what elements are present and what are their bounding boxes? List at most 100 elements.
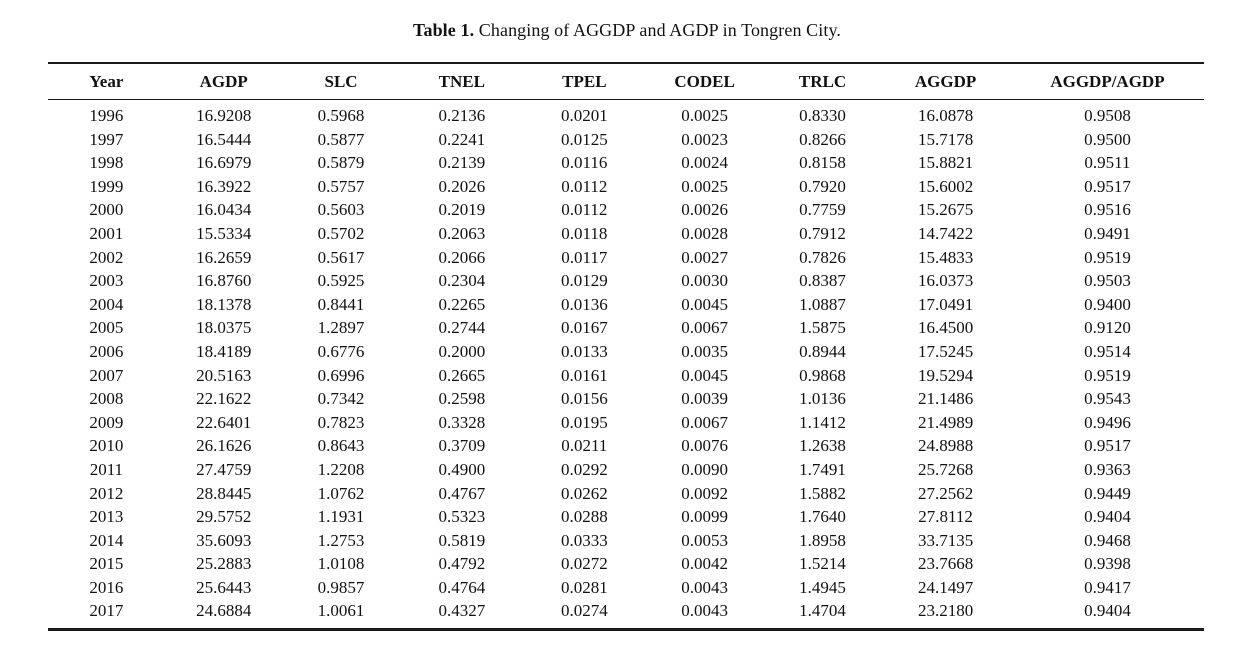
value-cell: 1.0108 [317, 554, 365, 574]
value-cell: 0.4767 [438, 483, 486, 503]
year-cell: 2002 [89, 247, 124, 267]
value-cell: 0.0201 [560, 106, 608, 125]
table-caption: Table 1. Changing of AGGDP and AGDP in T… [0, 20, 1254, 41]
value-cell: 0.0281 [560, 577, 608, 597]
value-cell: 0.9511 [1084, 153, 1131, 173]
value-cell: 25.6443 [196, 577, 252, 597]
value-cell: 20.5163 [196, 365, 252, 385]
value-cell: 0.0043 [681, 601, 728, 621]
value-cell: 1.8958 [799, 530, 846, 550]
value-cell: 0.0118 [561, 223, 608, 243]
value-cell: 0.2265 [438, 294, 486, 314]
year-cell: 2008 [89, 389, 124, 409]
value-cell: 18.4189 [196, 341, 252, 361]
value-cell: 15.6002 [917, 176, 974, 196]
value-cell: 0.9516 [1084, 200, 1131, 220]
value-cell: 0.2241 [438, 129, 486, 149]
table-row: 2007 20.5163 0.6996 0.2665 0.0161 0.0045 0.986… [48, 364, 1204, 388]
year-cell: 2006 [89, 341, 124, 361]
value-cell: 26.1626 [196, 436, 252, 456]
value-cell: 1.5882 [799, 483, 846, 503]
table-row: 2012 28.8445 1.0762 0.4767 0.0262 0.0092 1.588… [48, 482, 1204, 506]
value-cell: 0.5323 [438, 507, 486, 527]
value-cell: 0.4792 [438, 554, 486, 574]
value-cell: 0.8441 [317, 294, 365, 314]
value-cell: 0.0156 [560, 389, 608, 409]
value-cell: 1.0762 [317, 483, 365, 503]
year-cell: 2007 [89, 365, 124, 385]
value-cell: 1.4945 [799, 577, 846, 597]
value-cell: 0.2744 [438, 318, 486, 338]
table-container: Year AGDP SLC TNEL TPEL CODEL TRLC AGGDP… [48, 62, 1204, 632]
value-cell: 0.9404 [1084, 507, 1131, 527]
value-cell: 1.1412 [799, 412, 846, 432]
value-cell: 0.7920 [799, 176, 846, 196]
value-cell: 1.5214 [799, 554, 846, 574]
year-cell: 2005 [89, 318, 124, 338]
value-cell: 0.2304 [438, 271, 486, 291]
value-cell: 0.0023 [681, 129, 728, 149]
value-cell: 0.8158 [799, 153, 846, 173]
year-cell: 1997 [89, 129, 124, 149]
value-cell: 0.0117 [561, 247, 608, 267]
value-cell: 0.5702 [317, 223, 365, 243]
value-cell: 0.9857 [317, 577, 365, 597]
column-header-trlc: TRLC [764, 63, 881, 100]
value-cell: 0.7912 [799, 223, 846, 243]
table-header-row: Year AGDP SLC TNEL TPEL CODEL TRLC AGGDP… [48, 63, 1204, 100]
value-cell: 16.0878 [917, 106, 974, 125]
value-cell: 0.0333 [560, 530, 608, 550]
value-cell: 0.9417 [1084, 577, 1131, 597]
year-cell: 2012 [89, 483, 124, 503]
value-cell: 0.0136 [560, 294, 608, 314]
value-cell: 0.9868 [799, 365, 846, 385]
value-cell: 0.0026 [681, 200, 728, 220]
table-row: 2004 18.1378 0.8441 0.2265 0.0136 0.0045 1.088… [48, 293, 1204, 317]
value-cell: 0.2063 [438, 223, 486, 243]
value-cell: 0.0090 [681, 459, 728, 479]
value-cell: 0.0116 [561, 153, 608, 173]
value-cell: 1.7491 [799, 459, 846, 479]
value-cell: 18.0375 [196, 318, 252, 338]
value-cell: 0.2139 [438, 153, 486, 173]
column-header-aggdp-agdp: AGGDP/AGDP [1010, 63, 1204, 100]
value-cell: 24.1497 [917, 577, 974, 597]
table-row: 2009 22.6401 0.7823 0.3328 0.0195 0.0067 1.141… [48, 411, 1204, 435]
value-cell: 27.4759 [196, 459, 252, 479]
column-header-tnel: TNEL [399, 63, 525, 100]
value-cell: 0.9519 [1084, 365, 1131, 385]
value-cell: 1.2753 [317, 530, 365, 550]
value-cell: 1.0887 [799, 294, 846, 314]
value-cell: 0.9519 [1084, 247, 1131, 267]
value-cell: 1.2897 [317, 318, 365, 338]
value-cell: 1.2638 [799, 436, 846, 456]
table-caption-label: Table 1. [413, 20, 475, 40]
value-cell: 0.9400 [1084, 294, 1131, 314]
value-cell: 0.2665 [438, 365, 486, 385]
value-cell: 0.0076 [681, 436, 728, 456]
value-cell: 0.4764 [438, 577, 486, 597]
value-cell: 0.0133 [560, 341, 608, 361]
value-cell: 0.9449 [1084, 483, 1131, 503]
value-cell: 0.6996 [317, 365, 365, 385]
value-cell: 0.0045 [681, 365, 728, 385]
value-cell: 0.9496 [1084, 412, 1131, 432]
value-cell: 0.9468 [1084, 530, 1131, 550]
table-row: 1998 16.6979 0.5879 0.2139 0.0116 0.0024 0.815… [48, 151, 1204, 175]
value-cell: 0.0272 [560, 554, 608, 574]
value-cell: 21.4989 [917, 412, 974, 432]
value-cell: 23.7668 [917, 554, 974, 574]
value-cell: 15.4833 [917, 247, 974, 267]
value-cell: 0.0129 [560, 271, 608, 291]
value-cell: 0.2066 [438, 247, 486, 267]
value-cell: 0.0042 [681, 554, 728, 574]
table-header: Year AGDP SLC TNEL TPEL CODEL TRLC AGGDP… [48, 63, 1204, 100]
value-cell: 0.2026 [438, 176, 486, 196]
value-cell: 0.4327 [438, 601, 486, 621]
value-cell: 0.8266 [799, 129, 846, 149]
value-cell: 0.7759 [799, 200, 846, 220]
year-cell: 2011 [89, 459, 124, 479]
table-row: 2014 35.6093 1.2753 0.5819 0.0333 0.0053 1.895… [48, 529, 1204, 553]
value-cell: 0.9543 [1084, 389, 1131, 409]
